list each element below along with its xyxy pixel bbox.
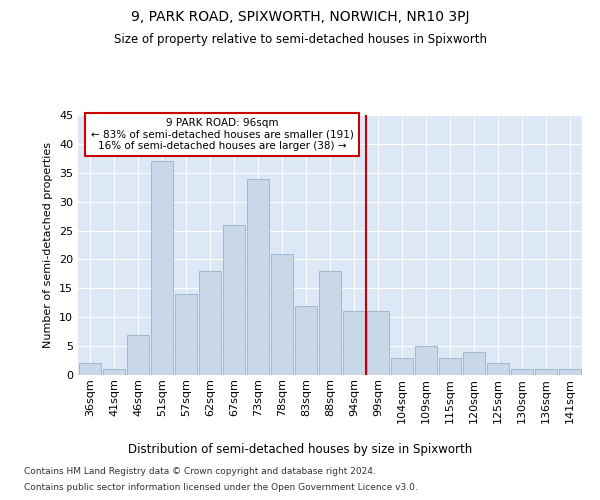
Bar xyxy=(487,364,509,375)
Bar xyxy=(319,271,341,375)
Bar xyxy=(415,346,437,375)
Text: Distribution of semi-detached houses by size in Spixworth: Distribution of semi-detached houses by … xyxy=(128,442,472,456)
Bar xyxy=(79,364,101,375)
Text: Contains HM Land Registry data © Crown copyright and database right 2024.: Contains HM Land Registry data © Crown c… xyxy=(24,468,376,476)
Bar xyxy=(103,369,125,375)
Bar xyxy=(151,161,173,375)
Bar xyxy=(391,358,413,375)
Bar xyxy=(223,225,245,375)
Bar xyxy=(511,369,533,375)
Text: Size of property relative to semi-detached houses in Spixworth: Size of property relative to semi-detach… xyxy=(113,32,487,46)
Bar xyxy=(127,334,149,375)
Bar xyxy=(367,312,389,375)
Y-axis label: Number of semi-detached properties: Number of semi-detached properties xyxy=(43,142,53,348)
Bar xyxy=(439,358,461,375)
Bar xyxy=(559,369,581,375)
Bar xyxy=(463,352,485,375)
Text: 9 PARK ROAD: 96sqm
← 83% of semi-detached houses are smaller (191)
16% of semi-d: 9 PARK ROAD: 96sqm ← 83% of semi-detache… xyxy=(91,118,353,151)
Text: 9, PARK ROAD, SPIXWORTH, NORWICH, NR10 3PJ: 9, PARK ROAD, SPIXWORTH, NORWICH, NR10 3… xyxy=(131,10,469,24)
Bar xyxy=(199,271,221,375)
Bar xyxy=(175,294,197,375)
Bar xyxy=(535,369,557,375)
Bar xyxy=(271,254,293,375)
Text: Contains public sector information licensed under the Open Government Licence v3: Contains public sector information licen… xyxy=(24,482,418,492)
Bar xyxy=(343,312,365,375)
Bar xyxy=(295,306,317,375)
Bar xyxy=(247,178,269,375)
